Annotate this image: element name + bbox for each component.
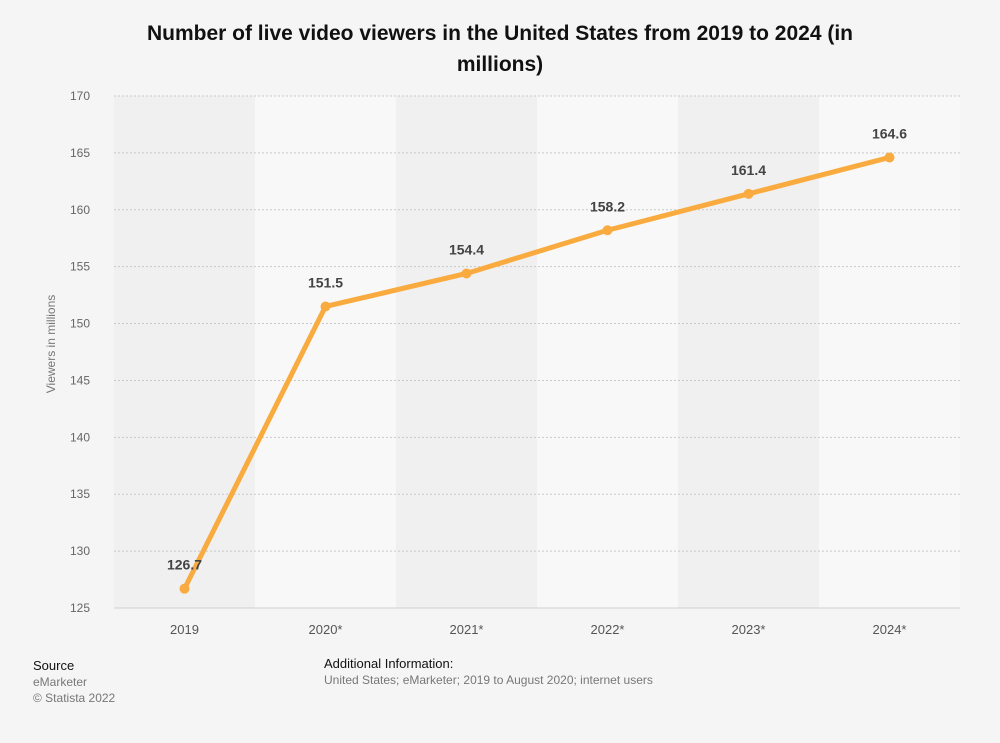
data-label: 158.2	[590, 198, 625, 214]
chart-title: Number of live video viewers in the Unit…	[146, 22, 854, 76]
column-band	[537, 96, 678, 608]
column-band	[114, 96, 255, 608]
y-tick-label: 160	[70, 203, 90, 217]
y-tick-label: 145	[70, 373, 90, 387]
y-tick-label: 170	[70, 89, 90, 103]
additional-info-block: Additional Information: United States; e…	[324, 656, 653, 688]
y-tick-label: 155	[70, 260, 90, 274]
y-tick-label: 125	[70, 601, 90, 615]
x-tick-label: 2023*	[732, 622, 766, 637]
additional-info-text: United States; eMarketer; 2019 to August…	[324, 673, 653, 687]
column-band	[396, 96, 537, 608]
x-tick-label: 2020*	[309, 622, 343, 637]
data-point	[320, 301, 331, 312]
source-block: Source eMarketer © Statista 2022	[33, 658, 115, 706]
y-tick-label: 130	[70, 544, 90, 558]
data-label: 164.6	[872, 125, 907, 141]
source-name[interactable]: eMarketer	[33, 675, 88, 689]
x-tick-label: 2019	[170, 622, 199, 637]
data-label: 154.4	[449, 241, 484, 257]
y-tick-label: 140	[70, 430, 90, 444]
data-label: 126.7	[167, 557, 202, 573]
source-heading: Source	[33, 658, 75, 673]
x-tick-label: 2024*	[873, 622, 907, 637]
y-tick-label: 135	[70, 487, 90, 501]
data-point	[884, 152, 895, 163]
column-band	[255, 96, 396, 608]
x-tick-label: 2021*	[450, 622, 484, 637]
data-point	[461, 268, 472, 279]
data-point	[743, 188, 754, 199]
copyright: © Statista 2022	[33, 691, 116, 705]
y-axis-title: Viewers in millions	[44, 295, 58, 393]
column-band	[819, 96, 960, 608]
data-point	[179, 583, 190, 594]
additional-info-heading[interactable]: Additional Information:	[324, 656, 454, 671]
series-line	[182, 154, 892, 592]
y-tick-label: 165	[70, 146, 90, 160]
y-tick-label: 150	[70, 317, 90, 331]
x-tick-label: 2022*	[591, 622, 625, 637]
data-label: 151.5	[308, 274, 343, 290]
data-label: 161.4	[731, 162, 766, 178]
data-point	[602, 225, 613, 236]
line-chart: 125 130 135 140 145 150 155 160 165 170 2019 2020* 2…	[44, 89, 960, 637]
